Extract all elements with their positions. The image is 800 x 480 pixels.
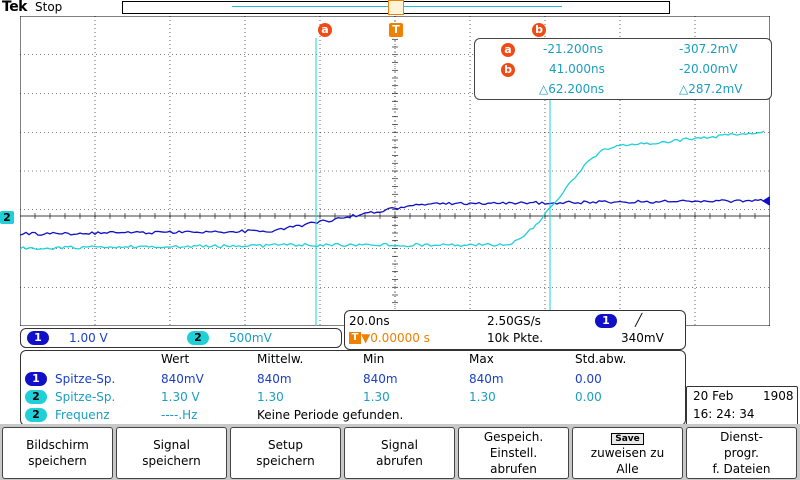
assign-save-button[interactable]: Save zuweisen zu Alle [572, 427, 683, 479]
ch2-ground-marker: 2 [0, 211, 14, 224]
ch1-level-marker [762, 196, 770, 206]
ch2-waveform [20, 130, 765, 250]
meas-row1-mean: 840m [257, 372, 292, 386]
cursor-readout-panel: a -21.200ns -307.2mV b 41.000ns -20.00mV… [474, 38, 772, 100]
recall-setup-line2: Einstell. [489, 446, 538, 460]
save-waveform-line2: speichern [142, 454, 201, 468]
meas-row2-max: 1.30 [469, 390, 496, 404]
trigger-slope-icon: ╱ [635, 313, 643, 327]
record-trigger-marker [388, 0, 404, 15]
trigger-icon: T [349, 332, 361, 344]
meas-row1-value: 840mV [161, 372, 204, 386]
cursor-a-label: a [318, 23, 332, 37]
save-setup-line2: speichern [256, 454, 315, 468]
cursor-delta-volt: △287.2mV [679, 82, 743, 96]
save-setup-button[interactable]: Setup speichern [230, 427, 341, 479]
cursor-a-time: -21.200ns [543, 42, 604, 56]
meas-row1-min: 840m [363, 372, 398, 386]
save-waveform-line1: Signal [153, 438, 190, 452]
meas-row2-ch: 2 [25, 390, 47, 404]
meas-row2-name: Spitze-Sp. [55, 390, 116, 404]
cursor-b-volt: -20.00mV [679, 62, 738, 76]
meas-row3-note: Keine Periode gefunden. [257, 408, 404, 422]
cursor-b-label: b [532, 23, 546, 37]
time: 16: 24: 34 [693, 407, 755, 421]
file-utilities-button[interactable]: Dienst-progr. f. Dateien [686, 427, 797, 479]
ch1-scale: 1.00 V [69, 331, 108, 345]
meas-row1-ch: 1 [25, 372, 47, 386]
save-screen-line1: Bildschirm [26, 438, 89, 452]
meas-row2-value: 1.30 V [161, 390, 200, 404]
date: 20 Feb [693, 389, 734, 403]
meas-row3-ch: 2 [25, 408, 47, 422]
top-status-bar: Tek Stop [0, 0, 800, 16]
file-utilities-line1: Dienst- [720, 430, 763, 444]
save-screen-line2: speichern [28, 454, 87, 468]
save-screen-button[interactable]: Bildschirm speichern [2, 427, 113, 479]
recall-waveform-line1: Signal [381, 438, 418, 452]
time-per-div: 20.0ns [349, 314, 390, 328]
cursor-b-time: 41.000ns [549, 62, 605, 76]
cursor-a-readout-icon: a [501, 43, 515, 57]
recall-waveform-button[interactable]: Signal abrufen [344, 427, 455, 479]
recall-waveform-line2: abrufen [376, 454, 423, 468]
save-setup-line1: Setup [268, 438, 303, 452]
measurement-panel: Wert Mittelw. Min Max Std.abw. 1 Spitze-… [20, 350, 686, 426]
meas-header-stddev: Std.abw. [575, 352, 627, 366]
ch2-ground-label: 2 [3, 211, 11, 224]
graticule-grid [20, 16, 770, 326]
meas-row2-stddev: 0.00 [575, 390, 602, 404]
meas-row2-mean: 1.30 [257, 390, 284, 404]
sample-rate: 2.50GS/s [487, 314, 541, 328]
meas-header-max: Max [469, 352, 494, 366]
cursor-b-badge[interactable]: b [532, 22, 546, 37]
record-length: 10k Pkte. [487, 331, 544, 345]
meas-row2-min: 1.30 [363, 390, 390, 404]
recall-setup-line3: abrufen [490, 462, 537, 476]
meas-row1-name: Spitze-Sp. [55, 372, 116, 386]
trigger-position-label: T [392, 23, 400, 36]
recall-setup-line1: Gespeich. [483, 430, 544, 444]
brand-logo: Tek [2, 0, 28, 15]
ch2-scale: 500mV [229, 331, 272, 345]
cursor-b-readout-icon: b [501, 63, 515, 77]
meas-header-mean: Mittelw. [257, 352, 304, 366]
trigger-position-marker[interactable]: T [389, 23, 403, 37]
meas-row3-value: ----.Hz [161, 408, 198, 422]
trigger-position: ▼0.00000 s [361, 331, 430, 345]
acquisition-state: Stop [35, 0, 63, 14]
assign-save-line2: Alle [616, 462, 639, 476]
save-waveform-button[interactable]: Signal speichern [116, 427, 227, 479]
meas-header-value: Wert [161, 352, 190, 366]
cursor-a-badge[interactable]: a [318, 22, 332, 37]
meas-row1-max: 840m [469, 372, 504, 386]
channel-scale-panel[interactable]: 1 1.00 V 2 500mV [20, 328, 342, 348]
recall-setup-button[interactable]: Gespeich. Einstell. abrufen [458, 427, 569, 479]
year: 1908 [763, 389, 794, 403]
meas-header-min: Min [363, 352, 385, 366]
file-utilities-line3: f. Dateien [712, 462, 771, 476]
save-key-icon: Save [611, 433, 644, 445]
timebase-panel[interactable]: 20.0ns 2.50GS/s 1 ╱ T ▼0.00000 s 10k Pkt… [344, 310, 686, 350]
meas-row3-name: Frequenz [55, 408, 110, 422]
meas-row1-stddev: 0.00 [575, 372, 602, 386]
ch1-waveform [20, 198, 765, 236]
datetime-panel: 20 Feb 1908 16: 24: 34 [686, 386, 798, 426]
cursor-a-volt: -307.2mV [679, 42, 738, 56]
file-utilities-line2: progr. [724, 446, 759, 460]
assign-save-line1: zuweisen zu [590, 446, 665, 460]
cursor-delta-time: △62.200ns [539, 82, 605, 96]
ch2-badge[interactable]: 2 [187, 331, 209, 345]
ch1-badge[interactable]: 1 [27, 331, 49, 345]
trigger-level: 340mV [621, 331, 664, 345]
trigger-source-badge: 1 [595, 314, 617, 328]
